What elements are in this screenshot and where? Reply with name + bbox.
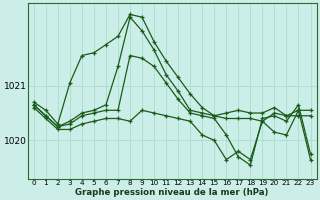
X-axis label: Graphe pression niveau de la mer (hPa): Graphe pression niveau de la mer (hPa) bbox=[76, 188, 269, 197]
